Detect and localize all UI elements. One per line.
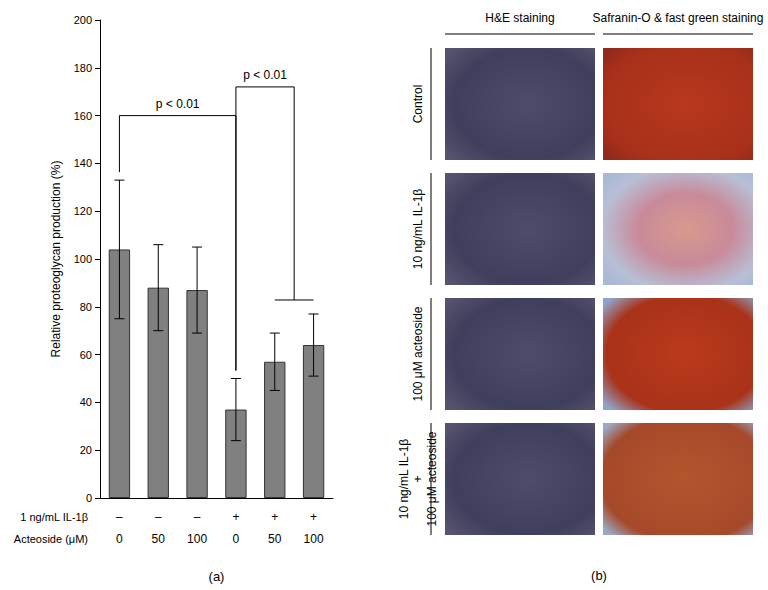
svg-text:p < 0.01: p < 0.01 <box>243 68 287 82</box>
svg-text:120: 120 <box>74 205 92 217</box>
svg-text:140: 140 <box>74 157 92 169</box>
svg-text:–: – <box>155 510 162 524</box>
svg-text:60: 60 <box>80 349 92 361</box>
svg-text:0: 0 <box>116 532 123 546</box>
svg-text:–: – <box>116 510 123 524</box>
svg-text:Safranin-O & fast green staini: Safranin-O & fast green staining <box>593 11 764 25</box>
svg-text:100 μM acteoside: 100 μM acteoside <box>411 306 425 401</box>
svg-text:+: + <box>271 510 278 524</box>
svg-text:+: + <box>411 475 425 482</box>
svg-text:(a): (a) <box>209 569 225 584</box>
svg-text:0: 0 <box>233 532 240 546</box>
svg-text:100 μM acteoside: 100 μM acteoside <box>425 431 439 526</box>
svg-text:20: 20 <box>80 444 92 456</box>
svg-text:200: 200 <box>74 14 92 26</box>
svg-text:–: – <box>194 510 201 524</box>
svg-text:50: 50 <box>152 532 166 546</box>
svg-text:10 ng/mL IL-1β: 10 ng/mL IL-1β <box>397 439 411 520</box>
svg-text:80: 80 <box>80 301 92 313</box>
svg-text:100: 100 <box>304 532 324 546</box>
svg-text:160: 160 <box>74 110 92 122</box>
svg-text:100: 100 <box>74 253 92 265</box>
svg-text:Acteoside (μM): Acteoside (μM) <box>14 533 88 545</box>
svg-text:0: 0 <box>86 492 92 504</box>
svg-text:(b): (b) <box>591 568 607 583</box>
svg-text:Control: Control <box>411 85 425 124</box>
svg-text:1 ng/mL IL-1β: 1 ng/mL IL-1β <box>20 511 88 523</box>
svg-text:+: + <box>310 510 317 524</box>
svg-text:H&E staining: H&E staining <box>485 11 554 25</box>
svg-text:180: 180 <box>74 62 92 74</box>
svg-text:p < 0.01: p < 0.01 <box>156 97 200 111</box>
svg-text:40: 40 <box>80 396 92 408</box>
svg-text:50: 50 <box>268 532 282 546</box>
svg-text:+: + <box>232 510 239 524</box>
svg-text:Relative proteoglycan producti: Relative proteoglycan production (%) <box>49 161 63 358</box>
svg-text:10 ng/mL IL-1β: 10 ng/mL IL-1β <box>411 189 425 270</box>
svg-text:100: 100 <box>187 532 207 546</box>
